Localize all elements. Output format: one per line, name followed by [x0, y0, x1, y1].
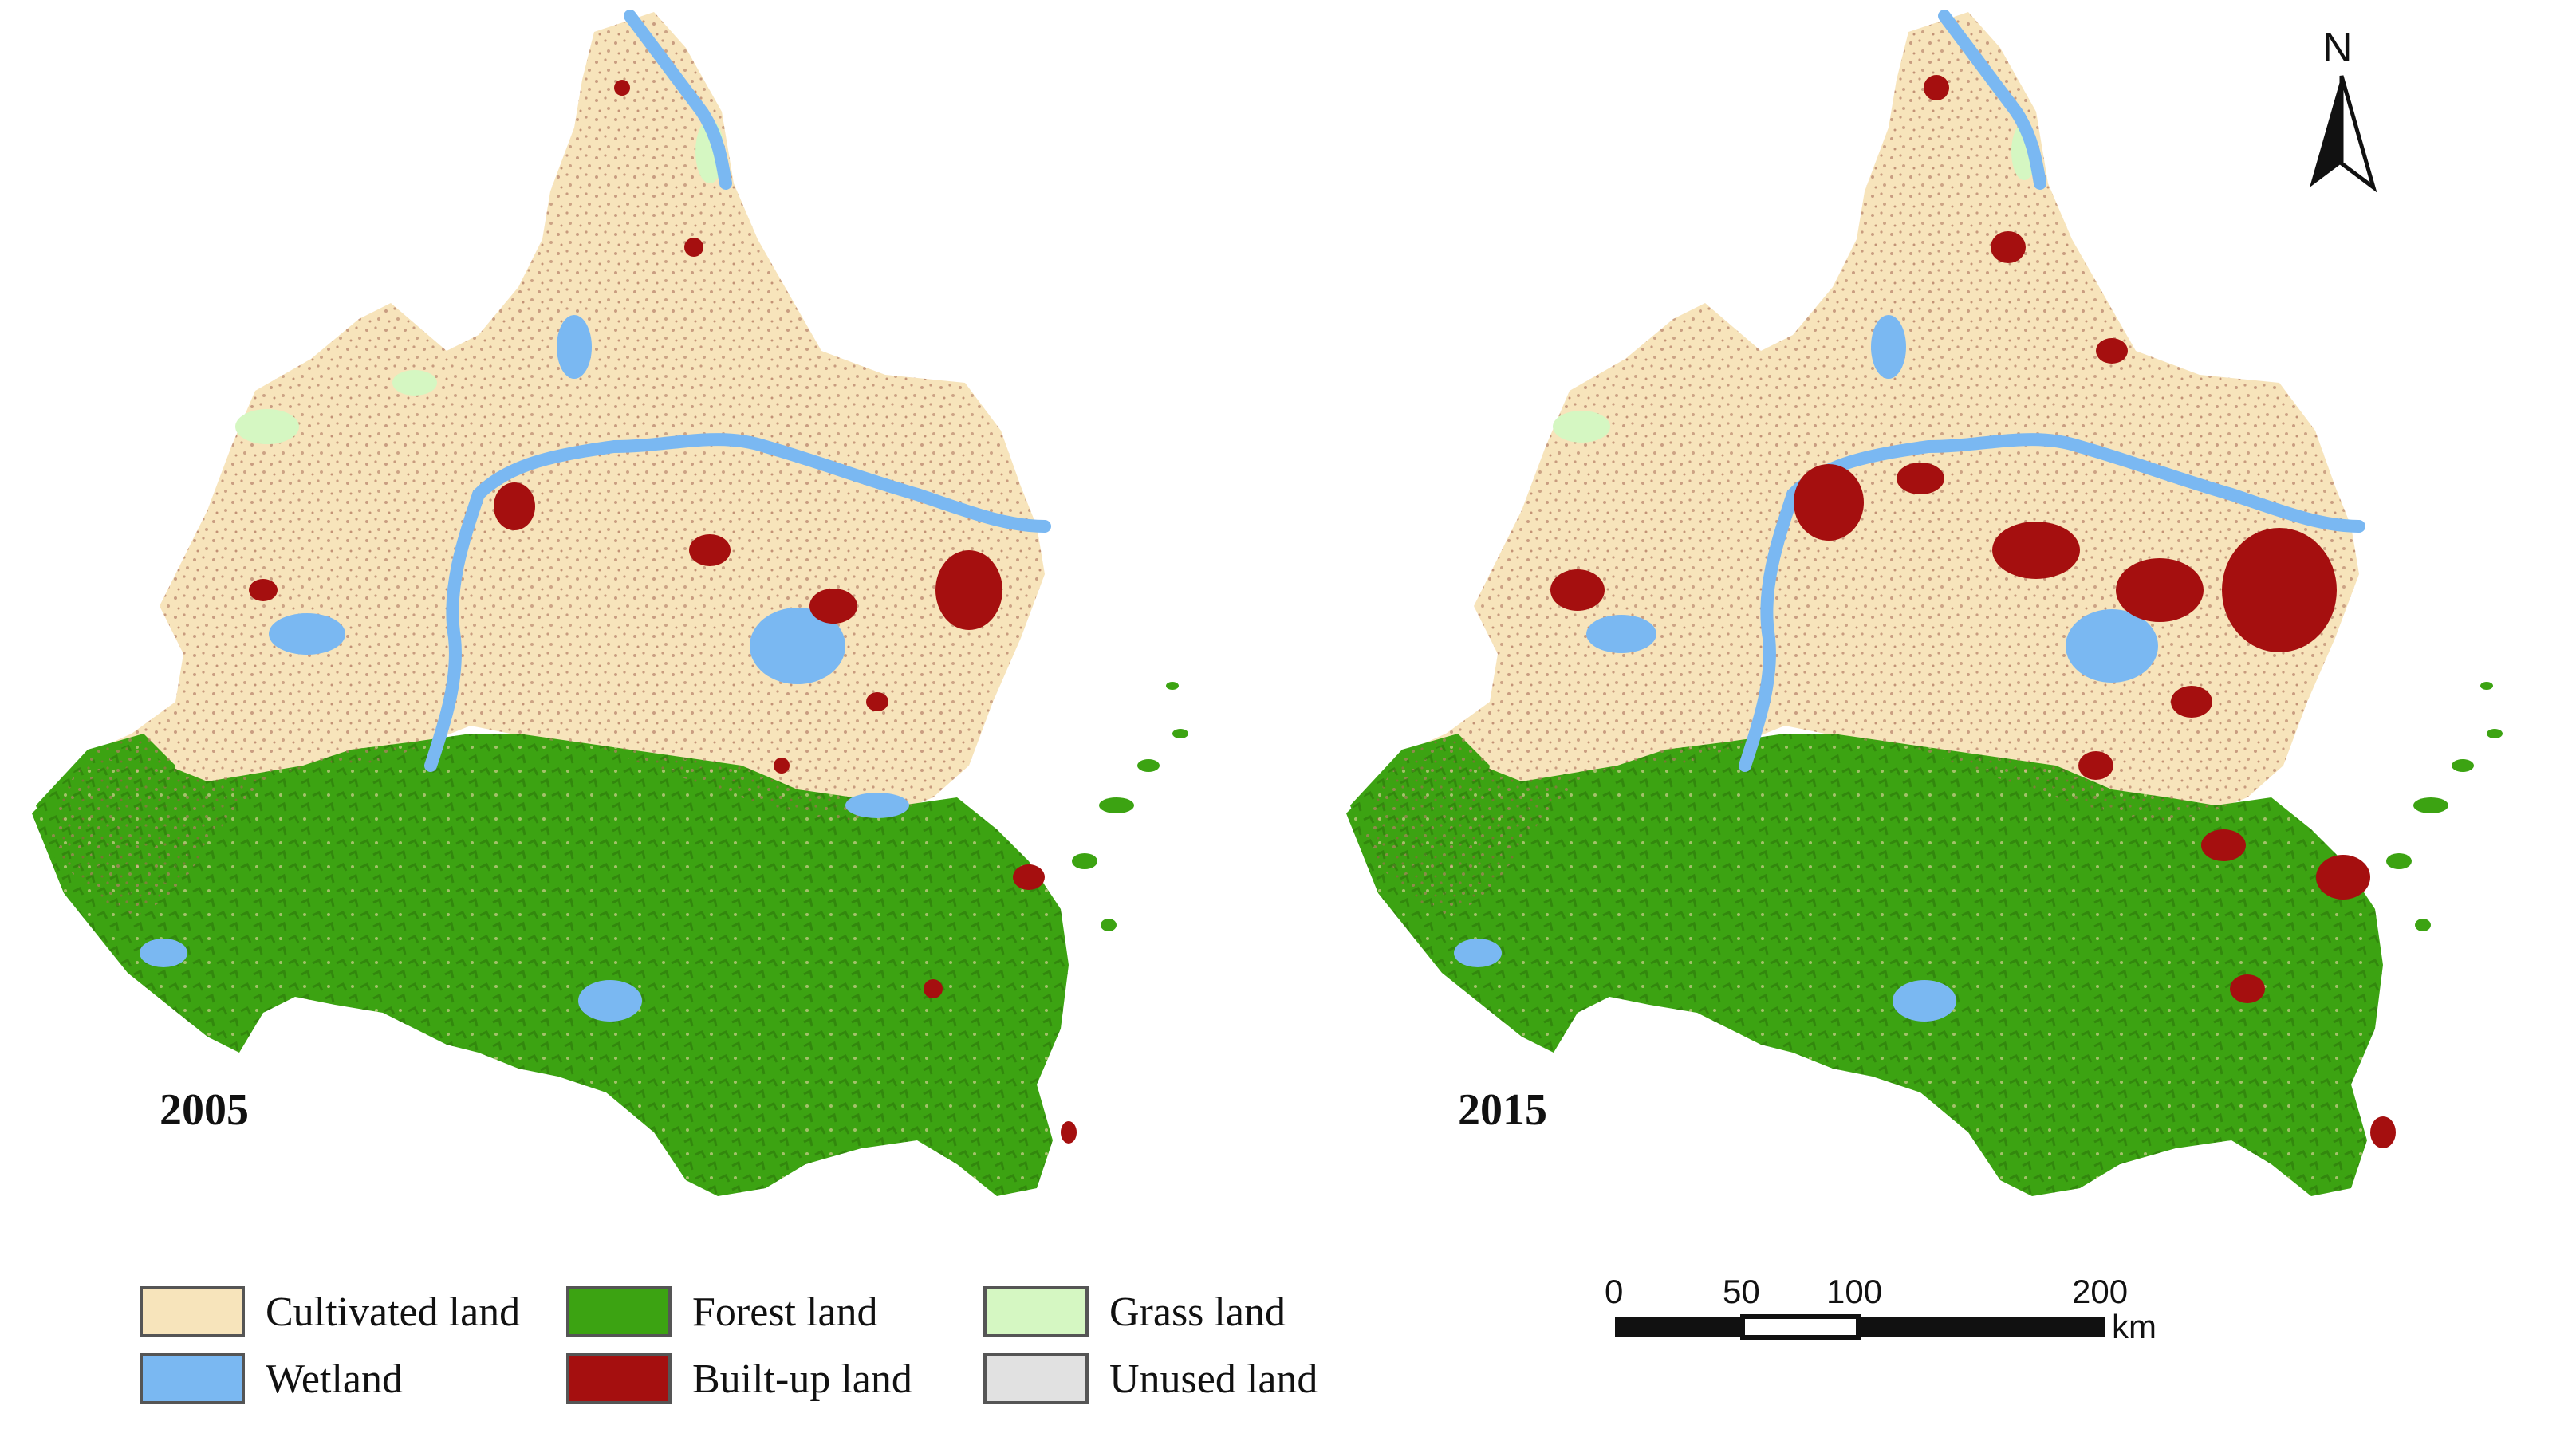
legend-swatch-cultivated: [140, 1286, 245, 1337]
region-wetland-lake: [2066, 609, 2158, 683]
year-label-2015: 2015: [1458, 1085, 1547, 1135]
region-wetland-lake: [140, 939, 187, 967]
legend-item-builtup: Built-up land: [566, 1353, 912, 1404]
legend-item-cultivated: Cultivated land: [140, 1286, 520, 1337]
region-grass: [235, 409, 299, 444]
legend-item-grass: Grass land: [983, 1286, 1286, 1337]
scale-tick-0: 0: [1605, 1273, 1624, 1310]
builtup-clusters: [249, 80, 1077, 1144]
region-wetland-lake: [1454, 939, 1502, 967]
region-wetland-lake: [557, 315, 592, 379]
region-wetland-river: [424, 488, 485, 772]
legend-label-forest: Forest land: [692, 1289, 878, 1335]
region-wetland-lake: [1893, 980, 1956, 1022]
scale-segment-2: [1740, 1314, 1861, 1340]
north-label: N: [2322, 25, 2353, 71]
map-2005: [32, 10, 1188, 1196]
region-wetland-lake: [750, 608, 845, 684]
legend-label-grass: Grass land: [1109, 1289, 1286, 1335]
scale-unit: km: [2112, 1308, 2157, 1345]
map-2015: [1346, 10, 2503, 1196]
region-wetland-coast: [1938, 10, 2046, 190]
legend-item-wetland: Wetland: [140, 1353, 403, 1404]
year-label-2005: 2005: [160, 1085, 249, 1135]
region-wetland-river: [472, 433, 1051, 533]
scale-segment-1: [1615, 1317, 1743, 1337]
legend-swatch-grass: [983, 1286, 1089, 1337]
scale-tick-50: 50: [1723, 1273, 1760, 1310]
texture-forest: [1346, 734, 2383, 1196]
legend-item-forest: Forest land: [566, 1286, 878, 1337]
legend-swatch-wetland: [140, 1353, 245, 1404]
legend-label-builtup: Built-up land: [692, 1356, 912, 1402]
coastal-islands: [2386, 682, 2503, 931]
scale-segment-3: [1858, 1317, 2105, 1337]
builtup-clusters: [1550, 75, 2396, 1148]
region-wetland-lake: [845, 793, 909, 818]
scale-bar: [1615, 1314, 2105, 1340]
region-wetland-coast: [624, 10, 732, 190]
region-grass: [1553, 411, 1610, 443]
region-wetland-lake: [578, 980, 642, 1022]
region-wetland-river: [1739, 488, 1799, 772]
legend-swatch-builtup: [566, 1353, 672, 1404]
region-grass: [392, 370, 437, 396]
texture-forest: [32, 734, 1069, 1196]
region-wetland-lake: [1586, 615, 1656, 653]
legend-swatch-unused: [983, 1353, 1089, 1404]
north-arrow-icon: [2310, 75, 2377, 193]
region-wetland-river: [1786, 433, 2365, 533]
coastal-islands: [1072, 682, 1188, 931]
scale-tick-200: 200: [2072, 1273, 2129, 1310]
legend-label-wetland: Wetland: [266, 1356, 403, 1402]
scale-tick-100: 100: [1826, 1273, 1883, 1310]
region-wetland-lake: [269, 613, 345, 655]
region-wetland-lake: [1871, 315, 1906, 379]
legend-item-unused: Unused land: [983, 1353, 1318, 1404]
legend-swatch-forest: [566, 1286, 672, 1337]
legend-label-unused: Unused land: [1109, 1356, 1318, 1402]
legend-label-cultivated: Cultivated land: [266, 1289, 521, 1335]
